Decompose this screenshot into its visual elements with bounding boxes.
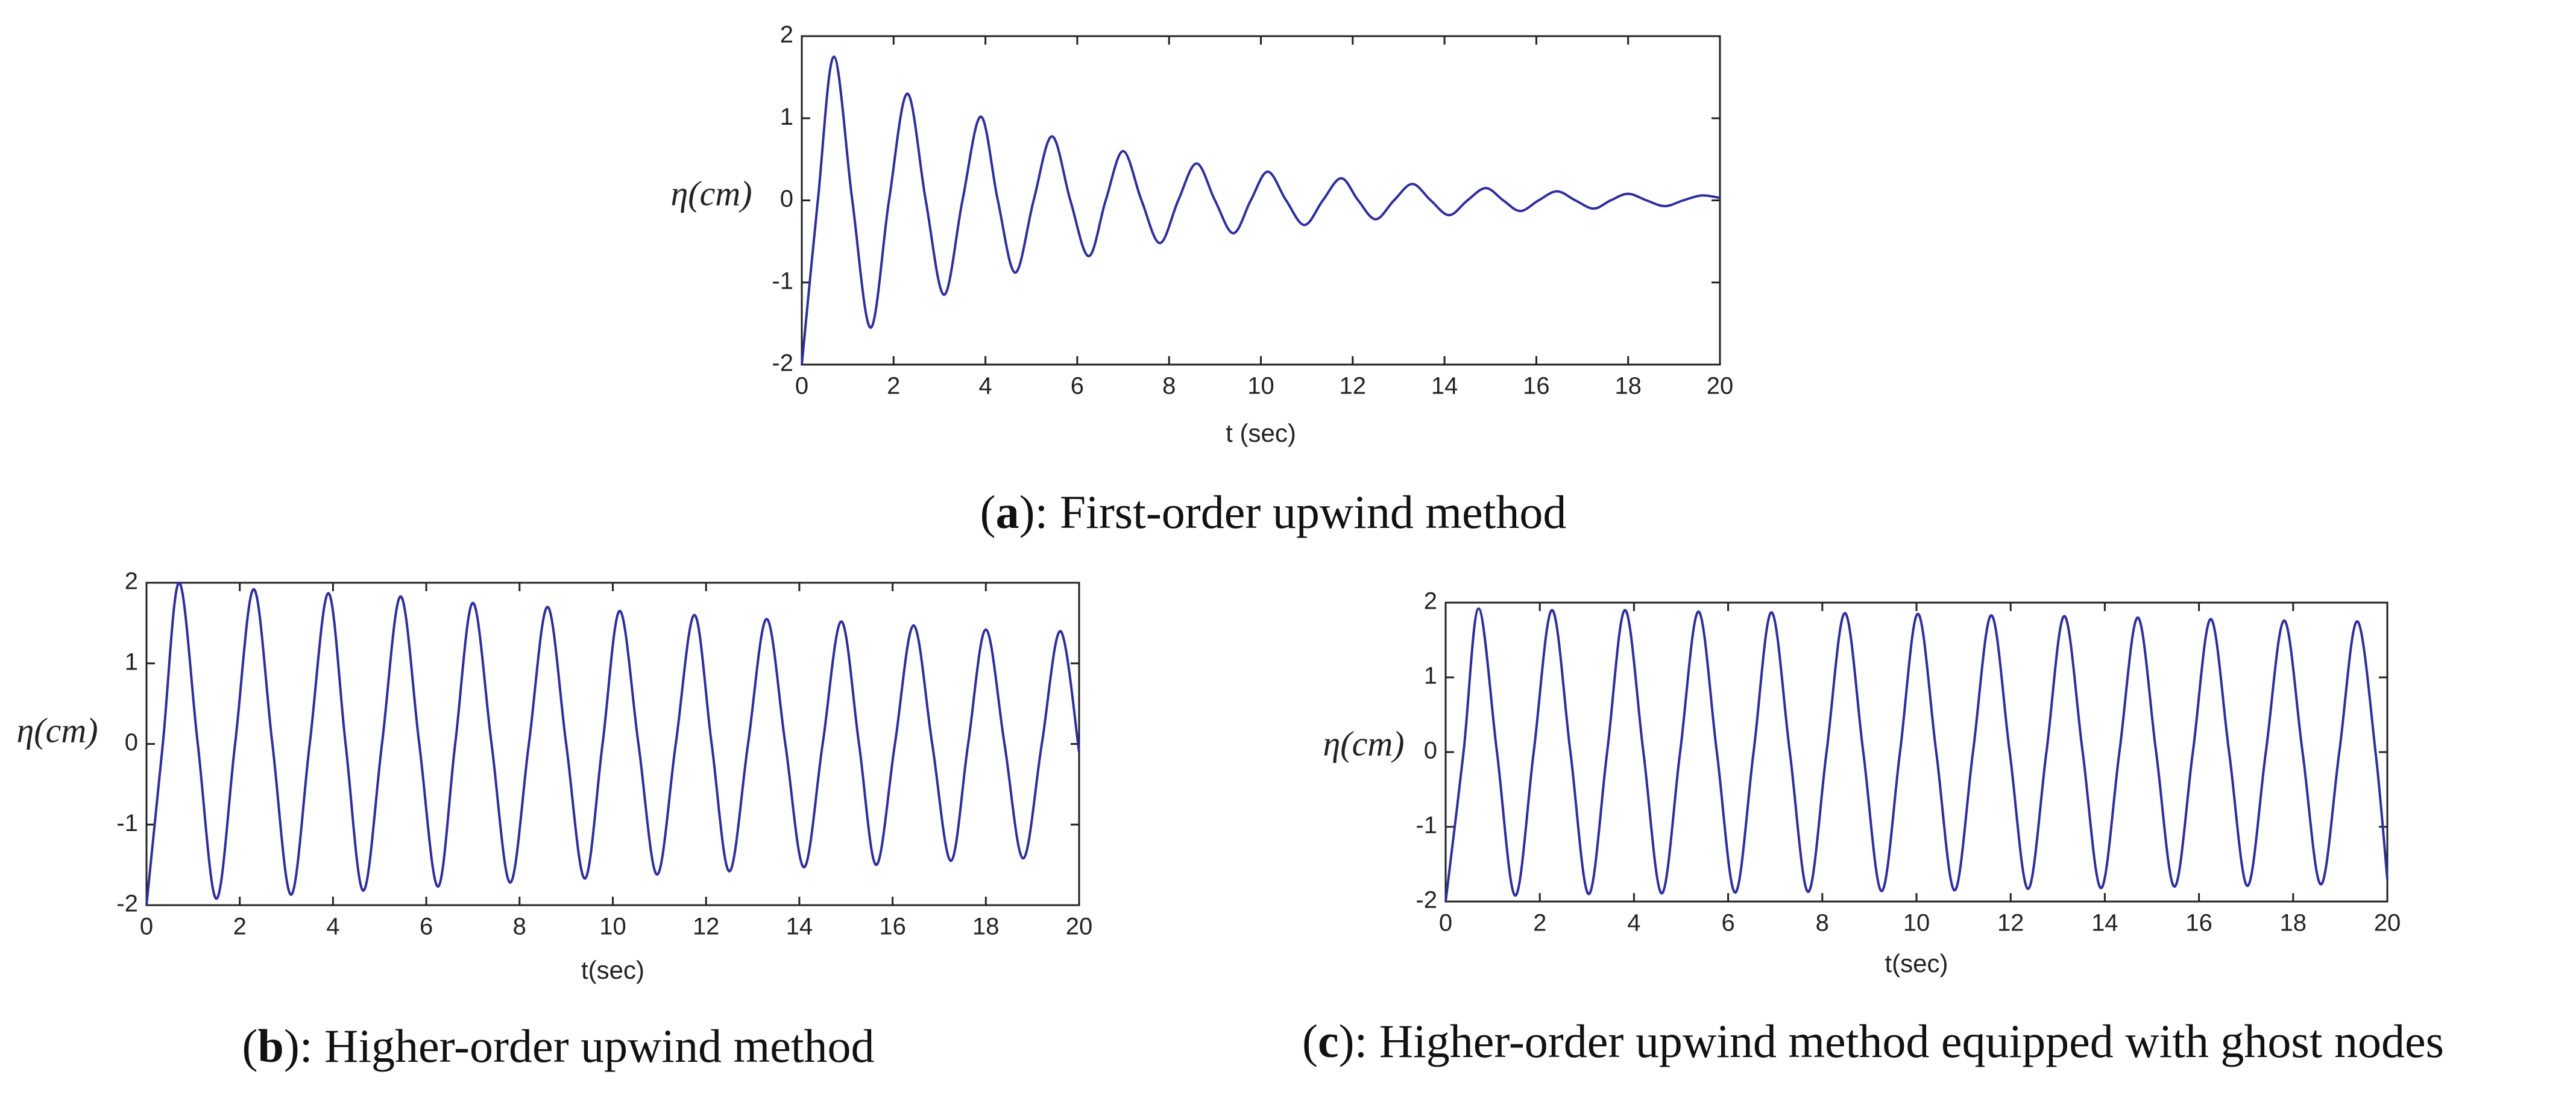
x-tick-label: 16 <box>2185 910 2212 936</box>
data-line <box>1444 607 2389 902</box>
x-tick-label: 2 <box>1533 910 1546 936</box>
x-tick-label: 4 <box>978 373 992 400</box>
x-tick-label: 20 <box>1066 914 1093 940</box>
y-tick-label: -1 <box>116 810 138 836</box>
y-tick-label: 0 <box>780 186 793 212</box>
y-tick-label: 2 <box>1424 588 1437 615</box>
x-axis-label: t(sec) <box>1885 949 1948 977</box>
x-tick-label: 14 <box>2091 910 2118 936</box>
plot-area <box>801 35 1721 366</box>
y-axis-label: η(cm) <box>670 174 752 213</box>
data-line <box>801 55 1721 365</box>
y-axis-label: η(cm) <box>16 711 98 750</box>
y-axis-label: η(cm) <box>1323 724 1404 763</box>
plot-area <box>145 582 1080 906</box>
x-tick-label: 20 <box>2374 910 2401 936</box>
y-tick-label: -2 <box>772 350 793 377</box>
x-tick-label: 2 <box>233 914 247 940</box>
x-tick-label: 14 <box>786 914 813 940</box>
x-tick-label: 18 <box>972 914 1000 940</box>
x-tick-label: 4 <box>1627 910 1640 936</box>
x-tick-label: 0 <box>1439 910 1452 936</box>
caption-label: b <box>257 1020 283 1072</box>
y-tick-label: 2 <box>780 22 793 48</box>
x-tick-label: 10 <box>599 914 626 940</box>
y-tick-label: 1 <box>780 104 793 130</box>
caption: (a): First-order upwind method <box>980 486 1567 538</box>
x-tick-label: 2 <box>887 373 900 400</box>
y-tick-label: 0 <box>125 729 138 756</box>
x-tick-label: 8 <box>1816 910 1829 936</box>
y-tick-label: 1 <box>1424 663 1437 689</box>
x-tick-label: 12 <box>1997 910 2024 936</box>
caption-text: ): Higher-order upwind method <box>284 1020 875 1072</box>
y-tick-label: -2 <box>1416 887 1437 914</box>
caption-open: ( <box>1302 1015 1318 1067</box>
caption-label: a <box>996 486 1019 538</box>
y-tick-label: -2 <box>116 891 138 917</box>
x-tick-label: 16 <box>879 914 906 940</box>
caption-text: ): First-order upwind method <box>1019 486 1567 538</box>
y-tick-label: 0 <box>1424 738 1437 764</box>
x-tick-label: 8 <box>513 914 526 940</box>
x-tick-label: 20 <box>1707 373 1734 400</box>
caption: (b): Higher-order upwind method <box>242 1020 874 1072</box>
x-tick-label: 12 <box>1340 373 1367 400</box>
caption: (c): Higher-order upwind method equipped… <box>1302 1015 2444 1067</box>
x-tick-label: 18 <box>2280 910 2307 936</box>
x-tick-label: 12 <box>693 914 720 940</box>
x-tick-label: 0 <box>140 914 153 940</box>
x-tick-label: 4 <box>326 914 339 940</box>
x-axis-label: t(sec) <box>581 956 644 984</box>
y-tick-label: 1 <box>125 648 138 675</box>
x-axis-label: t (sec) <box>1226 419 1296 447</box>
caption-open: ( <box>980 486 996 538</box>
x-tick-label: 6 <box>1721 910 1734 936</box>
caption-text: ): Higher-order upwind method equipped w… <box>1339 1015 2444 1067</box>
y-tick-label: 2 <box>125 568 138 595</box>
plot-area <box>1444 601 2389 903</box>
y-tick-label: -1 <box>1416 812 1437 839</box>
data-line <box>145 582 1080 906</box>
caption-open: ( <box>242 1020 257 1072</box>
x-tick-label: 16 <box>1523 373 1550 400</box>
x-tick-label: 10 <box>1247 373 1274 400</box>
x-tick-label: 18 <box>1614 373 1642 400</box>
x-tick-label: 0 <box>795 373 808 400</box>
y-tick-label: -1 <box>772 268 793 294</box>
caption-label: c <box>1318 1015 1339 1067</box>
x-tick-label: 6 <box>420 914 433 940</box>
x-tick-label: 8 <box>1162 373 1176 400</box>
x-tick-label: 14 <box>1431 373 1458 400</box>
x-tick-label: 6 <box>1071 373 1084 400</box>
x-tick-label: 10 <box>1903 910 1930 936</box>
